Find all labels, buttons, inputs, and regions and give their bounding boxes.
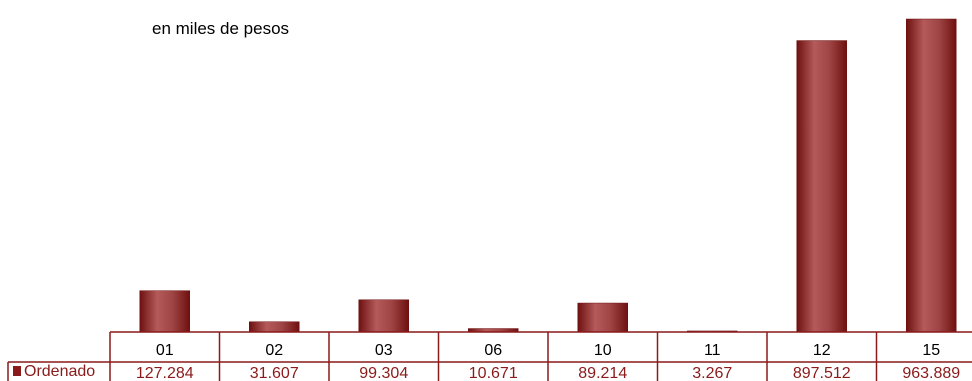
value-label: 10.671 [469, 365, 518, 381]
bar-01 [139, 290, 190, 333]
data-table: 01 02 03 06 10 11 12 15 127.284 31.607 99.304 10.6… [7, 331, 972, 381]
unit-label: en miles de pesos [152, 19, 289, 38]
category-label: 06 [484, 342, 502, 359]
value-label: 963.889 [902, 365, 960, 381]
value-label: 89.214 [578, 365, 627, 381]
category-label: 15 [922, 342, 940, 359]
value-label: 897.512 [793, 365, 851, 381]
value-label: 31.607 [250, 365, 299, 381]
bar-10 [577, 302, 628, 333]
legend: Ordenado [13, 363, 95, 380]
bars-group [139, 18, 957, 333]
legend-series-name: Ordenado [24, 363, 95, 380]
legend-swatch [13, 366, 21, 376]
category-label: 11 [704, 342, 721, 359]
value-label: 127.284 [136, 365, 194, 381]
bar-02 [249, 321, 300, 333]
bar-15 [906, 18, 957, 333]
category-label: 10 [594, 342, 612, 359]
value-labels: 127.284 31.607 99.304 10.671 89.214 3.267 897.… [136, 365, 960, 381]
bar-12 [796, 40, 847, 333]
category-label: 12 [813, 342, 831, 359]
value-label: 99.304 [359, 365, 408, 381]
data-table-grid [7, 331, 972, 381]
category-labels: 01 02 03 06 10 11 12 15 [156, 342, 940, 359]
bar-03 [358, 299, 409, 333]
category-label: 02 [265, 342, 283, 359]
category-label: 03 [375, 342, 393, 359]
value-label: 3.267 [692, 365, 732, 381]
category-label: 01 [156, 342, 174, 359]
